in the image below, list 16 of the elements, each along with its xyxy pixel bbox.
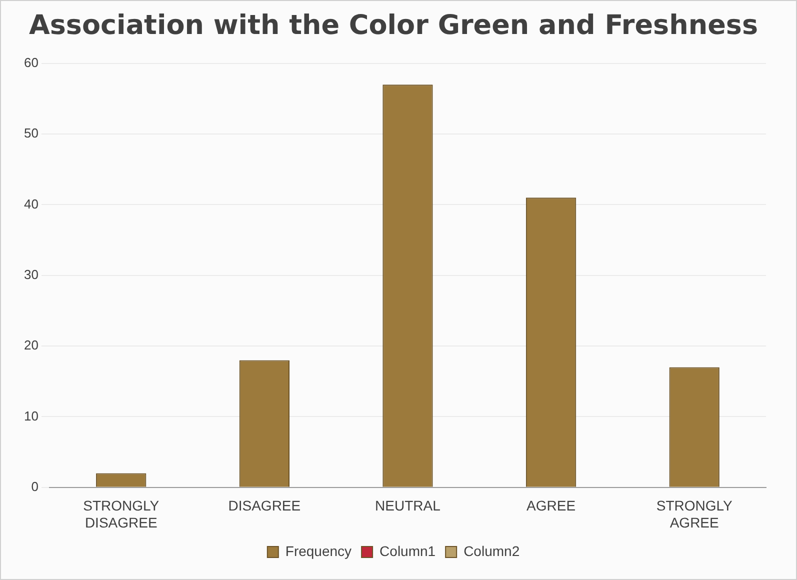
x-tick-label: STRONGLY DISAGREE	[83, 498, 160, 530]
legend-label: Column2	[464, 542, 520, 559]
legend-label: Column1	[380, 542, 436, 559]
chart-title: Association with the Color Green and Freshness	[28, 10, 758, 42]
y-tick-label: 10	[24, 408, 38, 424]
y-tick-label: 30	[24, 266, 38, 282]
x-tick-label: DISAGREE	[228, 498, 301, 514]
y-tick-label: 20	[24, 338, 38, 353]
x-tick-label: STRONGLY AGREE	[656, 498, 733, 530]
x-tick-label: NEUTRAL	[375, 498, 441, 514]
y-tick-label: 60	[24, 54, 38, 70]
y-tick-label: 50	[24, 126, 38, 141]
legend-label: Frequency	[285, 542, 352, 559]
y-tick-label: 40	[24, 196, 38, 212]
x-tick-label: AGREE	[526, 498, 576, 514]
y-tick-label: 0	[31, 478, 38, 494]
